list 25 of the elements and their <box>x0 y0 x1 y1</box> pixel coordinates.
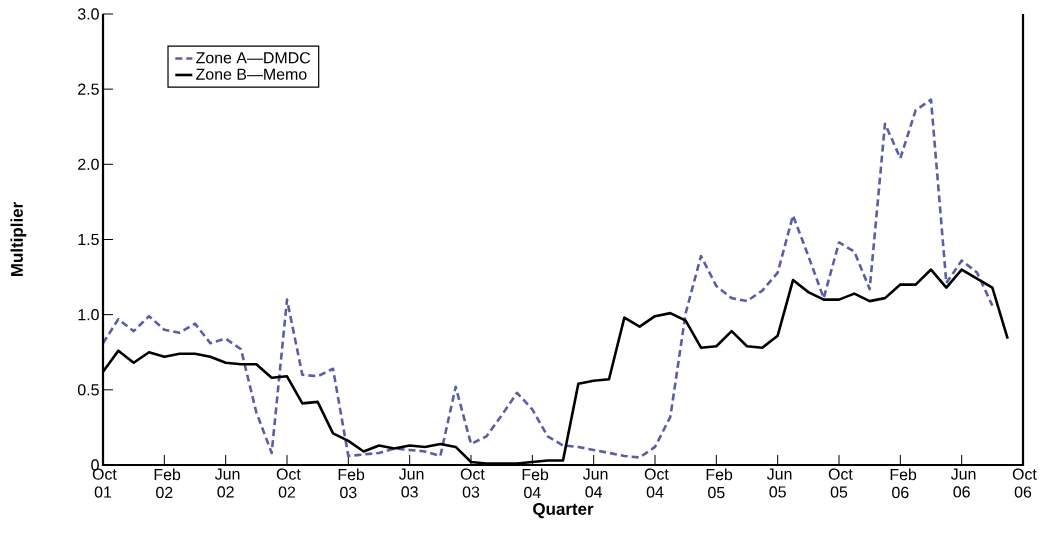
y-tick-label: 2.0 <box>78 158 99 170</box>
x-tick-label: Jun 02 <box>214 468 240 498</box>
x-tick-label: Oct 03 <box>460 468 485 498</box>
x-tick-label: Feb 04 <box>522 468 549 499</box>
y-tick-label: 1.5 <box>78 233 99 246</box>
x-tick-label: Jun 06 <box>950 468 976 498</box>
x-tick-label: Feb 05 <box>706 468 733 499</box>
x-tick-label: Jun 03 <box>398 468 424 498</box>
y-tick-label: 2.5 <box>78 83 99 95</box>
x-tick-label: Feb 02 <box>154 468 181 499</box>
y-axis-title: Multiplier <box>10 202 27 276</box>
x-tick-label: Feb 03 <box>338 468 365 499</box>
x-tick-label: Oct 02 <box>276 468 301 498</box>
y-tick-label: 3.0 <box>77 8 99 20</box>
legend-label: Zone B—Memo <box>196 68 307 80</box>
x-tick-label: Jun 05 <box>766 468 792 498</box>
x-axis-title: Quarter <box>533 502 594 519</box>
x-tick-label: Oct 05 <box>828 468 853 498</box>
x-tick-label: Jun 04 <box>582 468 608 498</box>
x-tick-label: Oct 04 <box>644 468 669 498</box>
y-tick-label: 0.5 <box>77 384 99 396</box>
x-tick-label: Oct 06 <box>1012 468 1037 498</box>
legend-label: Zone A—DMDC <box>196 52 311 64</box>
y-tick-label: 1.0 <box>78 309 99 321</box>
x-tick-label: Feb 06 <box>890 468 917 499</box>
